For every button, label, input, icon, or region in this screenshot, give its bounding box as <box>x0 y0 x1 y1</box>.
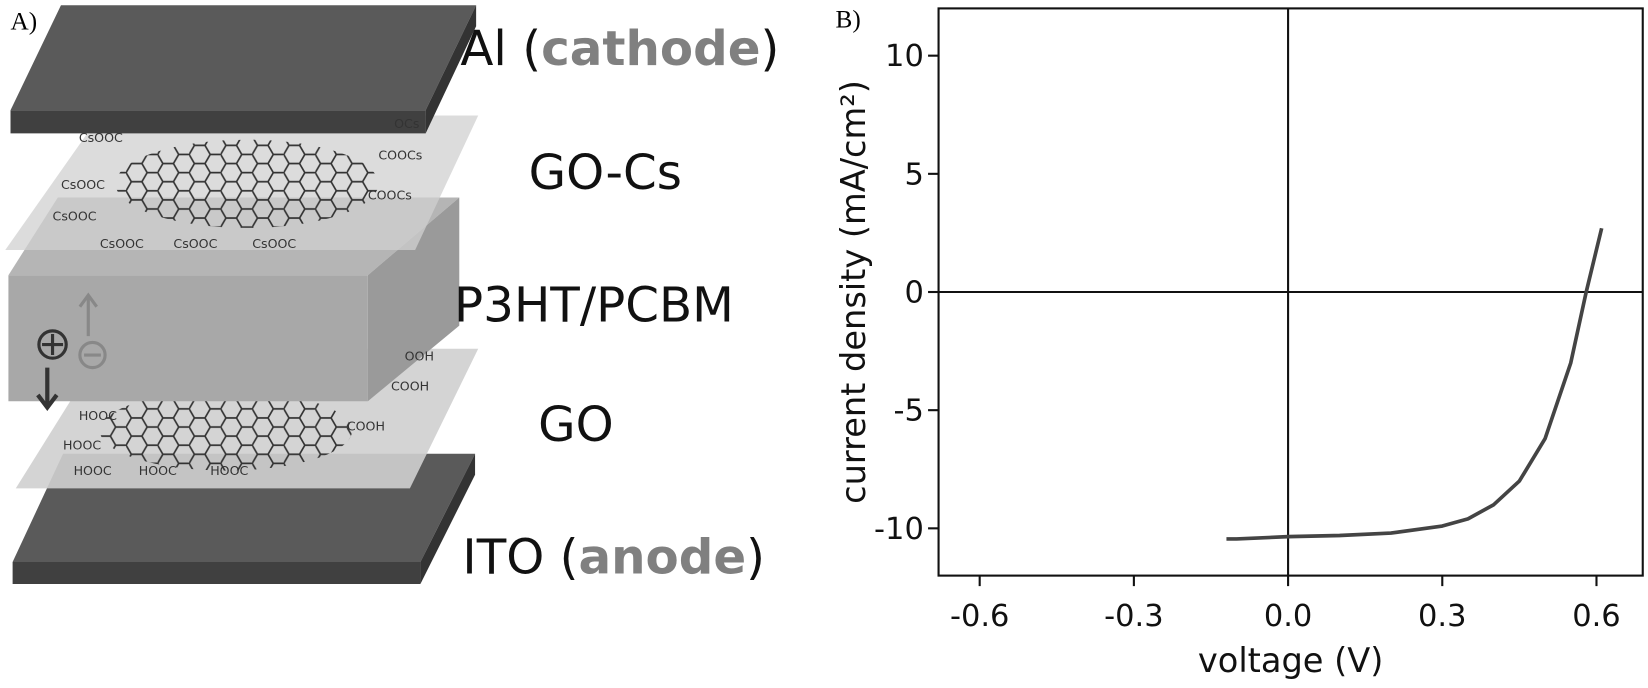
x-tick-label: 0.6 <box>1572 599 1620 634</box>
y-tick-label: -10 <box>874 512 924 547</box>
ito-front <box>12 561 421 585</box>
group-label: CsOOC <box>53 209 97 224</box>
ito-side <box>420 453 476 585</box>
hole-arrow <box>36 367 59 412</box>
hole-symbol <box>37 329 68 360</box>
panel-b: B) voltage (V) current density (mA/cm²) … <box>834 6 1644 680</box>
group-label: CsOOC <box>252 236 296 251</box>
layer-label: P3HT/PCBM <box>454 277 734 333</box>
y-tick-label: -5 <box>893 394 923 429</box>
electron-symbol <box>78 340 107 370</box>
label-part: ) <box>746 530 765 586</box>
group-label: CsOOC <box>173 236 217 251</box>
gocs-mesh <box>115 139 379 228</box>
group-label: HOOC <box>139 463 177 478</box>
group-label: COOH <box>347 419 385 434</box>
data-line <box>1226 227 1604 541</box>
label-part: ) <box>761 21 780 77</box>
group-label: HOOC <box>79 408 117 423</box>
group-label: CsOOC <box>61 177 105 192</box>
go-mesh <box>99 390 353 471</box>
group-label: COOH <box>391 379 429 394</box>
x-tick-label: 0.3 <box>1418 599 1466 634</box>
x-tick-label: -0.3 <box>1104 599 1163 634</box>
x-tick-label: 0.0 <box>1264 599 1312 634</box>
electron-arrow <box>78 292 98 337</box>
group-label: CsOOC <box>100 236 144 251</box>
panel-label: A) <box>11 8 38 35</box>
layer-label: ITO (anode) <box>462 530 765 586</box>
al-top <box>10 5 477 111</box>
group-label: HOOC <box>63 438 101 453</box>
group-label: CsOOC <box>79 130 123 145</box>
group-label: HOOC <box>210 463 248 478</box>
y-tick-label: 10 <box>885 39 924 74</box>
group-label: COOCs <box>378 148 422 163</box>
y-tick-label: 0 <box>904 276 923 311</box>
panel-label: B) <box>836 6 861 33</box>
layer-label: GO <box>538 397 614 453</box>
label-part: anode <box>579 530 747 586</box>
layer-label: GO-Cs <box>529 145 682 201</box>
label-part: Al ( <box>460 21 541 77</box>
active-side <box>367 197 460 402</box>
x-axis-label: voltage (V) <box>1198 641 1384 680</box>
y-tick-label: 5 <box>904 157 923 192</box>
x-tick-label: -0.6 <box>950 599 1009 634</box>
label-part: ITO ( <box>462 530 578 586</box>
group-label: OOH <box>405 348 434 363</box>
al-side <box>425 5 477 134</box>
y-axis-label: current density (mA/cm²) <box>834 80 873 504</box>
label-part: cathode <box>541 21 760 77</box>
hole-plus <box>42 334 64 356</box>
group-label: COOCs <box>368 188 412 203</box>
active-front <box>8 275 368 402</box>
group-label: OCs <box>394 116 419 131</box>
al-front <box>10 110 426 134</box>
layer-label: Al (cathode) <box>460 21 779 77</box>
group-label: HOOC <box>74 463 112 478</box>
